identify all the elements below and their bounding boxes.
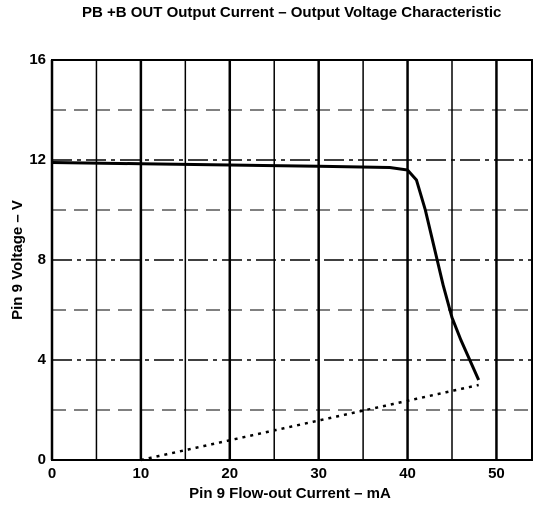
- y-tick-label: 16: [29, 51, 46, 68]
- x-tick-label: 30: [310, 465, 327, 482]
- curve: [140, 383, 479, 462]
- x-tick-label: 20: [221, 465, 238, 482]
- y-tick-label: 12: [29, 151, 46, 168]
- curve: [51, 161, 481, 381]
- y-axis-label: Pin 9 Voltage – V: [9, 200, 26, 320]
- x-tick-label: 40: [399, 465, 416, 482]
- x-axis-label: Pin 9 Flow-out Current – mA: [189, 485, 391, 502]
- plot-frame: [51, 59, 533, 461]
- x-tick-label: 50: [488, 465, 505, 482]
- y-tick-label: 0: [38, 451, 46, 468]
- x-tick-label: 0: [48, 465, 56, 482]
- y-tick-label: 4: [38, 351, 47, 368]
- chart-title: PB +B OUT Output Current – Output Voltag…: [82, 4, 502, 21]
- y-tick-label: 8: [38, 251, 46, 268]
- x-tick-label: 10: [133, 465, 150, 482]
